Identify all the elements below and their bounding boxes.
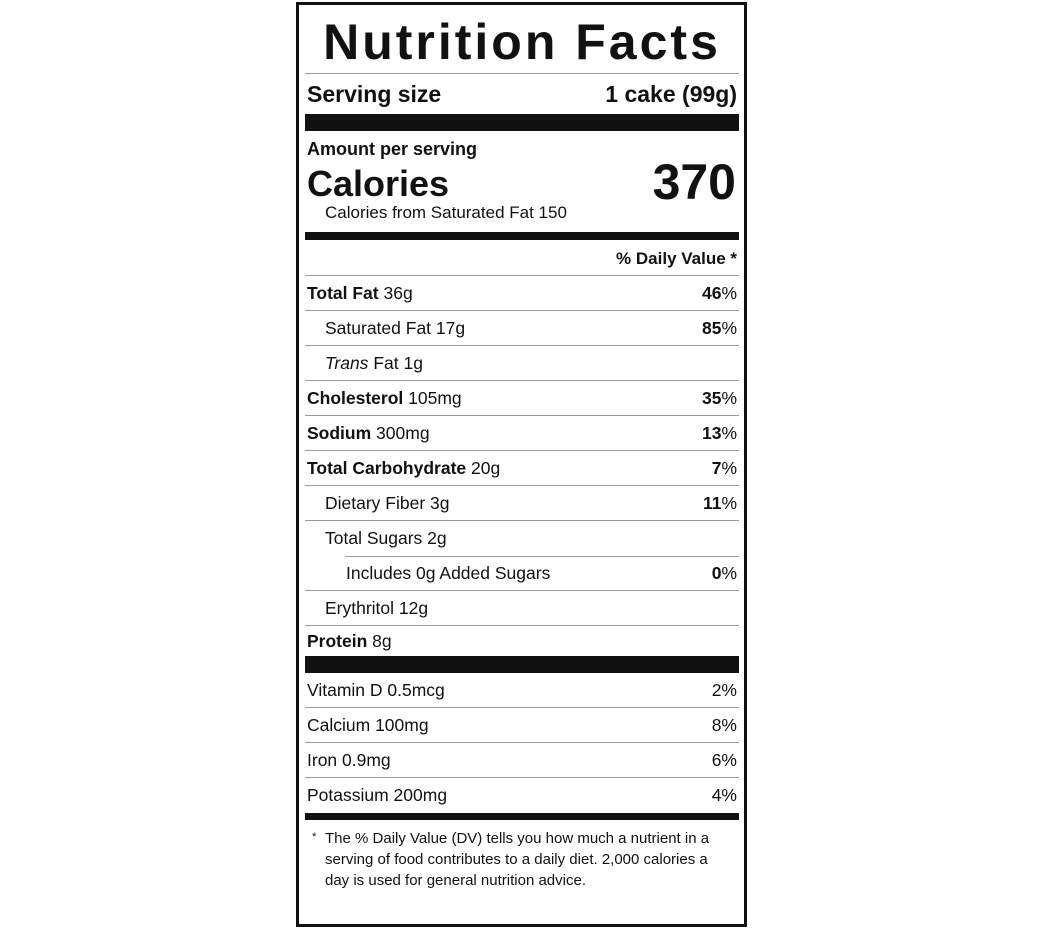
nutrient-daily-value: 13% bbox=[701, 422, 737, 443]
nutrient-row: Includes 0g Added Sugars 0% bbox=[305, 556, 739, 591]
nutrient-name-amount: Saturated Fat 17g bbox=[325, 318, 465, 339]
nutrition-facts-label: Nutrition Facts Serving size 1 cake (99g… bbox=[296, 2, 747, 927]
nutrient-amount: 1g bbox=[403, 352, 423, 373]
nutrient-amount: 300mg bbox=[376, 422, 430, 443]
vitamin-row: Iron 0.9mg 6% bbox=[305, 743, 739, 778]
nutrient-name-amount: Total Fat 36g bbox=[307, 283, 413, 304]
nutrient-name: Includes 0g Added Sugars bbox=[346, 562, 551, 583]
nutrient-row: Erythritol 12g bbox=[305, 591, 739, 626]
vitamin-text: Calcium 100mg bbox=[307, 714, 429, 735]
label-title: Nutrition Facts bbox=[323, 14, 721, 70]
nutrient-amount: 20g bbox=[471, 457, 501, 478]
nutrient-name: Dietary Fiber bbox=[325, 492, 426, 513]
daily-value-number: 0 bbox=[711, 562, 722, 583]
daily-value-number: 85 bbox=[701, 317, 722, 338]
daily-value-number: 46 bbox=[701, 282, 722, 303]
nutrient-row: Dietary Fiber 3g 11% bbox=[305, 486, 739, 521]
thick-divider bbox=[305, 656, 739, 673]
footnote-text: The % Daily Value (DV) tells you how muc… bbox=[325, 830, 710, 889]
nutrient-name-amount: Trans Fat 1g bbox=[325, 353, 423, 374]
nutrient-amount: 12g bbox=[398, 597, 429, 618]
nutrient-name: Cholesterol bbox=[307, 387, 404, 408]
nutrient-amount: 17g bbox=[435, 317, 466, 338]
nutrient-name-italic: Trans bbox=[325, 352, 369, 373]
nutrient-name: Saturated Fat bbox=[325, 317, 432, 338]
nutrient-name-amount: Protein 8g bbox=[307, 631, 392, 652]
calories-from-saturated-fat: Calories from Saturated Fat 150 bbox=[325, 203, 567, 222]
vitamin-daily-value: 6% bbox=[711, 749, 737, 770]
serving-size-row: Serving size 1 cake (99g) bbox=[305, 74, 739, 114]
daily-value-number: 13 bbox=[701, 422, 722, 443]
nutrient-name-amount: Includes 0g Added Sugars bbox=[346, 563, 550, 584]
nutrient-name-amount: Total Sugars 2g bbox=[325, 528, 447, 549]
nutrient-daily-value: 0% bbox=[711, 562, 737, 583]
vitamin-row: Calcium 100mg 8% bbox=[305, 708, 739, 743]
nutrient-name: Protein bbox=[307, 630, 368, 651]
nutrient-name: Erythritol bbox=[325, 597, 395, 618]
vitamin-daily-value: 2% bbox=[711, 679, 737, 700]
vitamin-text: Iron 0.9mg bbox=[307, 749, 391, 770]
vitamin-daily-value: 4% bbox=[711, 785, 737, 805]
nutrient-row: Trans Fat 1g bbox=[305, 346, 739, 381]
nutrient-name-amount: Cholesterol 105mg bbox=[307, 388, 462, 409]
nutrient-row: Saturated Fat 17g 85% bbox=[305, 311, 739, 346]
nutrient-row: Sodium 300mg 13% bbox=[305, 416, 739, 451]
nutrient-amount: 3g bbox=[430, 492, 450, 513]
thick-divider bbox=[305, 813, 739, 820]
nutrient-daily-value: 46% bbox=[701, 282, 737, 303]
nutrient-daily-value: 7% bbox=[711, 457, 737, 478]
vitamin-row: Vitamin D 0.5mcg 2% bbox=[305, 673, 739, 708]
nutrient-name: Total Fat bbox=[307, 282, 379, 303]
calories-label: Calories bbox=[307, 163, 450, 204]
vitamin-text: Potassium 200mg bbox=[307, 785, 448, 805]
daily-value-header: % Daily Value * bbox=[616, 249, 737, 268]
nutrient-daily-value: 11% bbox=[702, 492, 737, 513]
nutrient-amount: 8g bbox=[372, 630, 392, 651]
nutrient-daily-value: 35% bbox=[701, 387, 737, 408]
vitamin-text: Vitamin D 0.5mcg bbox=[307, 679, 445, 700]
nutrient-daily-value: 85% bbox=[701, 317, 737, 338]
serving-size-value: 1 cake (99g) bbox=[605, 80, 737, 107]
calories-section: Amount per serving Calories 370 Calories… bbox=[305, 131, 739, 232]
nutrient-row: Total Carbohydrate 20g 7% bbox=[305, 451, 739, 486]
thick-divider bbox=[305, 232, 739, 240]
footnote: * The % Daily Value (DV) tells you how m… bbox=[305, 820, 739, 891]
nutrient-row: Protein 8g bbox=[305, 626, 739, 656]
serving-size-label: Serving size bbox=[307, 80, 442, 107]
nutrient-row: Total Fat 36g 46% bbox=[305, 276, 739, 311]
nutrient-name-amount: Dietary Fiber 3g bbox=[325, 493, 450, 514]
nutrient-amount: 2g bbox=[427, 528, 447, 548]
vitamin-daily-value: 8% bbox=[711, 714, 737, 735]
divider bbox=[305, 275, 739, 276]
vitamin-list: Vitamin D 0.5mcg 2% Calcium 100mg 8% Iron 0.… bbox=[305, 673, 739, 813]
nutrient-name: Sodium bbox=[307, 422, 372, 443]
nutrient-amount: 36g bbox=[383, 282, 413, 303]
nutrient-name-amount: Sodium 300mg bbox=[307, 423, 430, 444]
calories-value: 370 bbox=[652, 154, 736, 210]
vitamin-row: Potassium 200mg 4% bbox=[305, 778, 739, 813]
nutrient-name-amount: Total Carbohydrate 20g bbox=[307, 458, 500, 479]
nutrient-name: Total Sugars bbox=[325, 528, 423, 548]
nutrient-name: Total Carbohydrate bbox=[307, 457, 467, 478]
nutrient-name: Fat bbox=[373, 352, 399, 373]
nutrient-row: Cholesterol 105mg 35% bbox=[305, 381, 739, 416]
nutrient-row: Total Sugars 2g bbox=[305, 521, 739, 557]
amount-per-serving: Amount per serving bbox=[307, 139, 478, 159]
daily-value-number: 11 bbox=[702, 492, 722, 513]
footnote-asterisk: * bbox=[312, 831, 317, 843]
daily-value-number: 35 bbox=[701, 387, 722, 408]
nutrient-amount: 105mg bbox=[408, 387, 462, 408]
nutrient-list: Total Fat 36g 46% Saturated Fat 17g 85% Tran… bbox=[305, 276, 739, 656]
divider bbox=[305, 73, 739, 74]
daily-value-number: 7 bbox=[711, 457, 722, 478]
thick-divider bbox=[305, 114, 739, 131]
nutrient-name-amount: Erythritol 12g bbox=[325, 598, 428, 619]
